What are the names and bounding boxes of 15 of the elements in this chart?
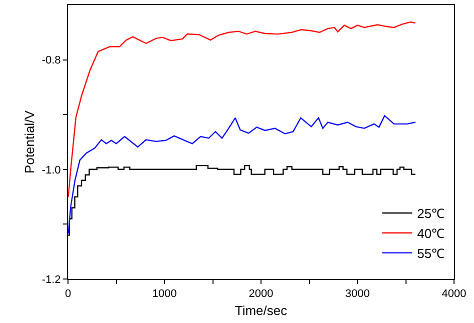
legend-label: 55℃ (417, 246, 445, 261)
x-axis-title: Time/sec (234, 302, 288, 318)
x-tick-label: 0 (64, 288, 72, 300)
legend-label: 40℃ (417, 226, 445, 241)
line-series (68, 115, 416, 234)
y-tick-label: -1.2 (42, 274, 61, 286)
y-tick-label: -1.0 (42, 164, 61, 176)
y-tick-label: -0.8 (42, 54, 61, 67)
legend-label: 25℃ (417, 206, 445, 222)
line-series (68, 21, 416, 198)
x-tick-label: 3000 (345, 288, 370, 300)
x-tick-label: 2000 (248, 288, 274, 300)
x-tick-label: 4000 (442, 288, 466, 300)
x-tick-label: 1000 (152, 288, 177, 300)
y-axis-title: Potential/V (22, 110, 37, 174)
